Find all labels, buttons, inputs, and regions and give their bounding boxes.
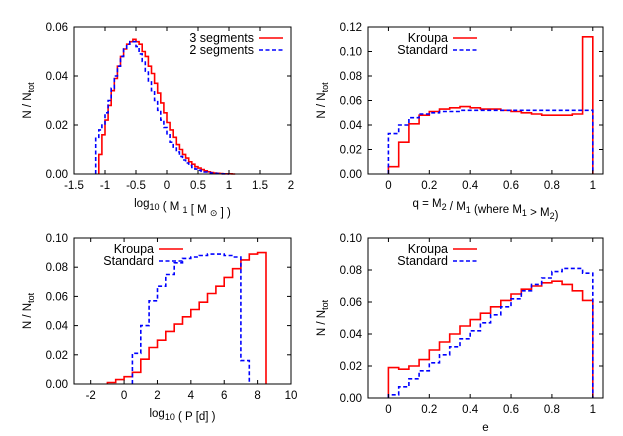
legend-label: 2 segments	[189, 43, 254, 57]
y-axis-label: N / Ntot	[316, 82, 330, 119]
y-tick-label: 0.00	[340, 169, 362, 181]
y-tick-label: 0.04	[46, 321, 69, 333]
x-tick-label: 1	[590, 404, 596, 416]
plot-frame	[73, 237, 292, 385]
series-line-3-segments	[98, 38, 236, 175]
x-tick-label: 10	[285, 390, 298, 402]
y-tick-label: 0.00	[340, 393, 362, 405]
panel-top-left: -1.5 -1 -0.5 0 0.5 1 1.5 2 0.00 0.02 0.04 0.06 N / N…	[22, 22, 294, 219]
y-tick-label: 0.02	[340, 361, 362, 373]
panel-bottom-right: 0 0.2 0.4 0.6 0.8 1 0.00 0.02 0.04 0.06 0.08 0.10 N …	[316, 233, 604, 434]
series-line-2-segments	[94, 40, 229, 175]
x-tick-label: 0	[385, 180, 391, 192]
y-tick-label: 0.12	[340, 22, 362, 34]
x-tick-label: 0.8	[544, 404, 560, 416]
x-tick-label: 0.4	[462, 180, 479, 192]
legend-label: 3 segments	[189, 31, 254, 45]
y-tick-label: 0.00	[46, 379, 68, 391]
x-tick-label: 0.2	[421, 404, 437, 416]
x-tick-label: 1.5	[252, 180, 268, 192]
x-tick-label: 1	[590, 180, 596, 192]
legend-label: Standard	[397, 43, 448, 57]
y-axis-label: N / Ntot	[22, 82, 36, 119]
legend-label: Kroupa	[114, 242, 154, 256]
x-tick-label: 0	[121, 390, 127, 402]
legend-label: Standard	[397, 254, 448, 268]
series-line-kroupa	[387, 280, 594, 398]
x-tick-label: 0.6	[503, 404, 519, 416]
x-axis-label: log10 ( P [d] )	[149, 408, 215, 423]
series-line-standard	[387, 109, 594, 174]
x-tick-label: 0.5	[190, 180, 206, 192]
y-tick-label: 0.04	[340, 120, 363, 132]
y-tick-label: 0.04	[340, 329, 363, 341]
y-tick-label: 0.06	[340, 297, 362, 309]
x-tick-label: 0.4	[462, 404, 479, 416]
y-tick-label: 0.08	[46, 262, 68, 274]
x-tick-label: -0.5	[126, 180, 146, 192]
panel-bottom-left: -2 0 2 4 6 8 10 0.00 0.02 0.04 0.06 0.08 0.10 N / Nto…	[22, 233, 297, 423]
x-axis-label: e	[482, 422, 488, 434]
y-tick-label: 0.04	[46, 71, 69, 83]
y-tick-label: 0.06	[46, 22, 68, 34]
x-tick-label: 6	[221, 390, 227, 402]
y-tick-label: 0.00	[46, 169, 68, 181]
y-tick-label: 0.02	[340, 145, 362, 157]
y-tick-label: 0.06	[46, 291, 68, 303]
y-axis-label: N / Ntot	[316, 299, 330, 336]
x-axis-label: log10 ( M 1 [ M ⊙ ] )	[134, 198, 231, 219]
series-line-standard	[131, 253, 251, 384]
x-tick-label: 8	[254, 390, 260, 402]
y-tick-label: 0.06	[340, 96, 362, 108]
x-tick-label: 2	[154, 390, 160, 402]
x-tick-label: 0.2	[421, 180, 437, 192]
legend-label: Kroupa	[408, 242, 448, 256]
x-axis-label: q = M2 / M1 (where M1 > M2)	[413, 198, 559, 222]
x-tick-label: 0	[164, 180, 170, 192]
plot-frame	[367, 237, 604, 399]
x-tick-label: 0.8	[544, 180, 560, 192]
x-tick-label: 0	[385, 404, 391, 416]
series-line-kroupa	[106, 251, 267, 384]
y-tick-label: 0.10	[46, 233, 68, 245]
series-line-kroupa	[387, 36, 594, 174]
panel-top-right: 0 0.2 0.4 0.6 0.8 1 0.00 0.02 0.04 0.06 0.08 0.10 0.…	[316, 22, 604, 222]
y-tick-label: 0.08	[340, 265, 362, 277]
x-tick-label: 4	[188, 390, 195, 402]
y-tick-label: 0.02	[46, 350, 68, 362]
x-tick-label: 2	[288, 180, 294, 192]
legend-label: Kroupa	[408, 31, 448, 45]
x-tick-label: -1	[100, 180, 110, 192]
legend-label: Standard	[103, 254, 154, 268]
y-tick-label: 0.08	[340, 71, 362, 83]
series-line-standard	[387, 267, 594, 398]
x-tick-label: 1	[226, 180, 232, 192]
y-tick-label: 0.10	[340, 233, 362, 245]
x-tick-label: 0.6	[503, 180, 519, 192]
plot-frame	[73, 26, 292, 175]
x-tick-label: -1.5	[64, 180, 84, 192]
y-tick-label: 0.10	[340, 47, 362, 59]
x-tick-label: -2	[86, 390, 96, 402]
y-tick-label: 0.02	[46, 120, 68, 132]
y-axis-label: N / Ntot	[22, 292, 36, 329]
